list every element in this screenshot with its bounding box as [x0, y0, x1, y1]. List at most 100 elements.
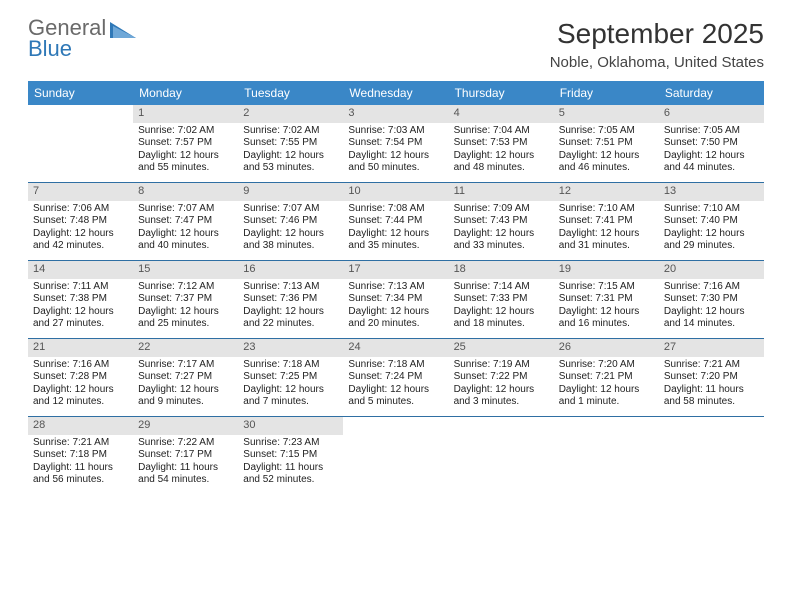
day-info-line: Sunrise: 7:03 AM — [348, 125, 443, 138]
day-info-line: and 44 minutes. — [664, 162, 759, 175]
day-info-line: and 53 minutes. — [243, 162, 338, 175]
day-cell: 8Sunrise: 7:07 AMSunset: 7:47 PMDaylight… — [133, 183, 238, 261]
day-number: 7 — [28, 183, 133, 201]
day-info-line: Daylight: 12 hours — [559, 384, 654, 397]
title-block: September 2025 Noble, Oklahoma, United S… — [550, 18, 764, 71]
day-number: 23 — [238, 339, 343, 357]
day-info-line: and 56 minutes. — [33, 474, 128, 487]
day-cell: 19Sunrise: 7:15 AMSunset: 7:31 PMDayligh… — [554, 261, 659, 339]
day-info-line: Sunrise: 7:14 AM — [454, 281, 549, 294]
day-info-line: Daylight: 12 hours — [243, 150, 338, 163]
day-cell: 20Sunrise: 7:16 AMSunset: 7:30 PMDayligh… — [659, 261, 764, 339]
day-info-line: Daylight: 12 hours — [559, 306, 654, 319]
day-info-line: and 7 minutes. — [243, 396, 338, 409]
day-info-line: and 31 minutes. — [559, 240, 654, 253]
day-cell: 14Sunrise: 7:11 AMSunset: 7:38 PMDayligh… — [28, 261, 133, 339]
day-number: 28 — [28, 417, 133, 435]
day-info-line: Daylight: 12 hours — [454, 306, 549, 319]
day-info-line: Sunset: 7:54 PM — [348, 137, 443, 150]
day-info-line: Daylight: 12 hours — [664, 228, 759, 241]
day-info-line: Sunrise: 7:18 AM — [348, 359, 443, 372]
day-info-line: Sunrise: 7:07 AM — [138, 203, 233, 216]
week-row: 7Sunrise: 7:06 AMSunset: 7:48 PMDaylight… — [28, 183, 764, 261]
day-of-week-header: Wednesday — [343, 81, 448, 105]
day-info-line: and 27 minutes. — [33, 318, 128, 331]
day-info-line: Daylight: 12 hours — [243, 306, 338, 319]
day-info-line: Sunset: 7:27 PM — [138, 371, 233, 384]
day-info-line: and 18 minutes. — [454, 318, 549, 331]
day-info-line: Daylight: 12 hours — [454, 228, 549, 241]
day-cell: 11Sunrise: 7:09 AMSunset: 7:43 PMDayligh… — [449, 183, 554, 261]
day-info-line: Daylight: 12 hours — [138, 384, 233, 397]
day-info-line: Daylight: 12 hours — [138, 228, 233, 241]
day-info-line: Daylight: 12 hours — [138, 306, 233, 319]
day-info-line: Sunrise: 7:21 AM — [33, 437, 128, 450]
day-info-line: Sunset: 7:17 PM — [138, 449, 233, 462]
day-info-line: and 40 minutes. — [138, 240, 233, 253]
day-info-line: Sunrise: 7:23 AM — [243, 437, 338, 450]
day-number: 29 — [133, 417, 238, 435]
day-info-line: Daylight: 12 hours — [138, 150, 233, 163]
day-info-line: Sunrise: 7:06 AM — [33, 203, 128, 216]
calendar: SundayMondayTuesdayWednesdayThursdayFrid… — [28, 81, 764, 495]
day-cell: 16Sunrise: 7:13 AMSunset: 7:36 PMDayligh… — [238, 261, 343, 339]
day-info-line: and 20 minutes. — [348, 318, 443, 331]
day-info-line: Sunset: 7:40 PM — [664, 215, 759, 228]
empty-cell — [554, 417, 659, 495]
day-info-line: Sunrise: 7:10 AM — [664, 203, 759, 216]
day-info-line: and 9 minutes. — [138, 396, 233, 409]
days-of-week-row: SundayMondayTuesdayWednesdayThursdayFrid… — [28, 81, 764, 105]
day-info-line: Daylight: 12 hours — [454, 384, 549, 397]
day-info-line: Sunrise: 7:20 AM — [559, 359, 654, 372]
day-info-line: and 48 minutes. — [454, 162, 549, 175]
day-info-line: Sunrise: 7:04 AM — [454, 125, 549, 138]
day-info-line: Daylight: 12 hours — [33, 384, 128, 397]
day-info-line: Sunset: 7:37 PM — [138, 293, 233, 306]
day-info-line: Daylight: 12 hours — [243, 228, 338, 241]
day-info-line: Sunrise: 7:21 AM — [664, 359, 759, 372]
day-number: 10 — [343, 183, 448, 201]
day-info-line: Sunset: 7:51 PM — [559, 137, 654, 150]
day-info-line: and 46 minutes. — [559, 162, 654, 175]
day-number: 8 — [133, 183, 238, 201]
day-info-line: Sunset: 7:50 PM — [664, 137, 759, 150]
day-cell: 6Sunrise: 7:05 AMSunset: 7:50 PMDaylight… — [659, 105, 764, 183]
day-info-line: Sunset: 7:53 PM — [454, 137, 549, 150]
day-cell: 21Sunrise: 7:16 AMSunset: 7:28 PMDayligh… — [28, 339, 133, 417]
logo-line2: Blue — [28, 36, 72, 61]
day-info-line: and 25 minutes. — [138, 318, 233, 331]
day-number: 17 — [343, 261, 448, 279]
day-cell: 7Sunrise: 7:06 AMSunset: 7:48 PMDaylight… — [28, 183, 133, 261]
day-cell: 26Sunrise: 7:20 AMSunset: 7:21 PMDayligh… — [554, 339, 659, 417]
day-info-line: and 35 minutes. — [348, 240, 443, 253]
day-info-line: Sunrise: 7:05 AM — [664, 125, 759, 138]
day-info-line: Sunrise: 7:13 AM — [348, 281, 443, 294]
day-info-line: Sunset: 7:46 PM — [243, 215, 338, 228]
day-info-line: Daylight: 11 hours — [243, 462, 338, 475]
day-info-line: Daylight: 12 hours — [559, 228, 654, 241]
day-info-line: and 12 minutes. — [33, 396, 128, 409]
day-info-line: Daylight: 11 hours — [664, 384, 759, 397]
day-info-line: Sunset: 7:57 PM — [138, 137, 233, 150]
day-info-line: Sunrise: 7:02 AM — [243, 125, 338, 138]
day-number: 25 — [449, 339, 554, 357]
day-cell: 9Sunrise: 7:07 AMSunset: 7:46 PMDaylight… — [238, 183, 343, 261]
day-info-line: and 42 minutes. — [33, 240, 128, 253]
day-info-line: Sunrise: 7:10 AM — [559, 203, 654, 216]
day-info-line: and 50 minutes. — [348, 162, 443, 175]
month-title: September 2025 — [550, 18, 764, 50]
day-info-line: Daylight: 12 hours — [559, 150, 654, 163]
day-info-line: and 14 minutes. — [664, 318, 759, 331]
day-info-line: and 58 minutes. — [664, 396, 759, 409]
day-info-line: Sunset: 7:34 PM — [348, 293, 443, 306]
day-info-line: Sunset: 7:20 PM — [664, 371, 759, 384]
day-info-line: Daylight: 12 hours — [454, 150, 549, 163]
day-info-line: Daylight: 12 hours — [664, 306, 759, 319]
day-of-week-header: Tuesday — [238, 81, 343, 105]
day-number: 4 — [449, 105, 554, 123]
day-cell: 10Sunrise: 7:08 AMSunset: 7:44 PMDayligh… — [343, 183, 448, 261]
day-info-line: Sunrise: 7:18 AM — [243, 359, 338, 372]
day-info-line: Sunset: 7:21 PM — [559, 371, 654, 384]
day-info-line: and 29 minutes. — [664, 240, 759, 253]
day-cell: 27Sunrise: 7:21 AMSunset: 7:20 PMDayligh… — [659, 339, 764, 417]
